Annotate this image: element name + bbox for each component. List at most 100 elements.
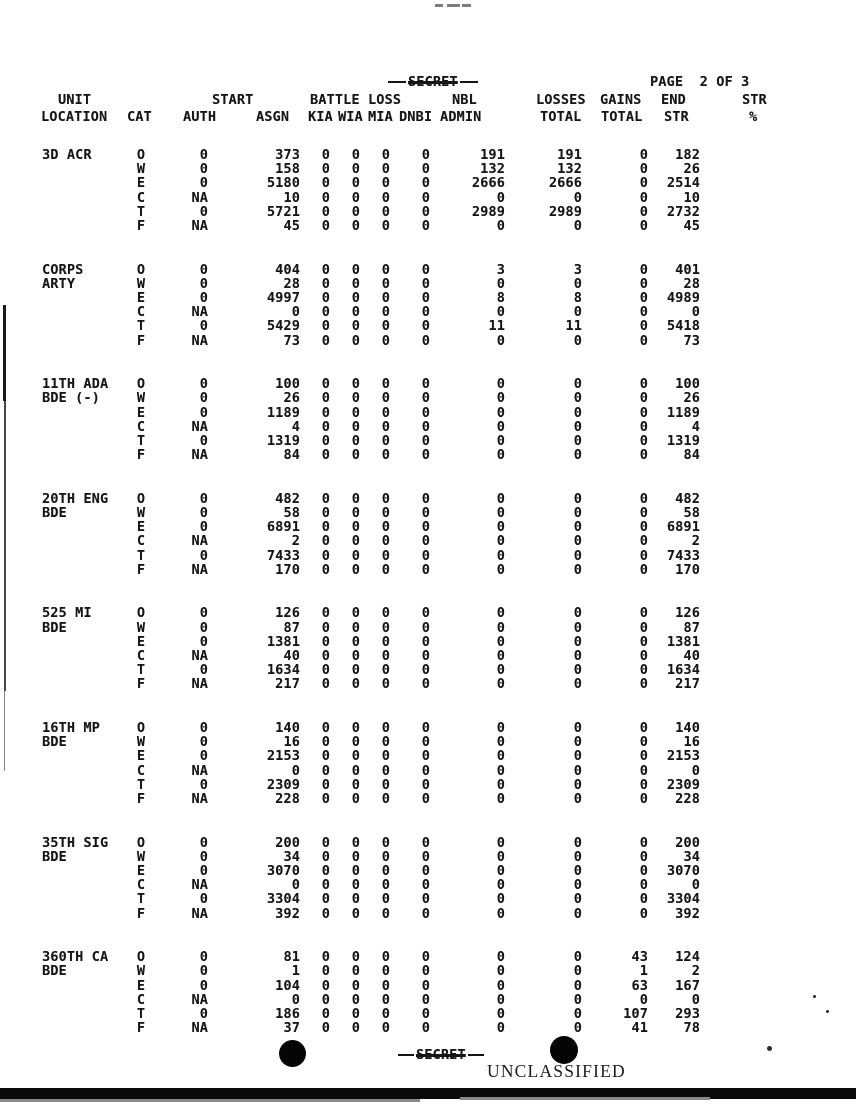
cell-auth: NA <box>191 418 208 435</box>
cell-asgn: 87 <box>283 619 300 636</box>
cell-mia: 0 <box>381 189 390 206</box>
cell-auth: 0 <box>199 776 208 793</box>
col-header-mia: MIA <box>368 109 393 125</box>
cell-gains: 0 <box>639 791 648 807</box>
cell-wia: 0 <box>351 290 360 306</box>
cell-end: 2 <box>691 963 700 980</box>
cell-asgn: 34 <box>283 848 300 865</box>
cell-admin: 0 <box>496 949 505 966</box>
cell-losses: 0 <box>573 490 582 507</box>
cell-losses: 0 <box>573 791 582 807</box>
cell-gains: 0 <box>639 318 648 335</box>
cell-asgn: 81 <box>283 949 300 966</box>
cell-wia: 0 <box>351 418 360 435</box>
cell-mia: 0 <box>381 490 390 507</box>
cell-wia: 0 <box>351 834 360 851</box>
cell-cat: O <box>136 949 146 966</box>
cell-gains: 0 <box>639 877 648 894</box>
cell-gains: 43 <box>631 949 648 966</box>
cell-losses: 0 <box>573 963 582 980</box>
cell-wia: 0 <box>351 863 360 879</box>
cell-auth: 0 <box>199 1006 208 1022</box>
cell-auth: NA <box>191 762 208 779</box>
scan-artifact-line <box>3 305 6 401</box>
cell-admin: 0 <box>496 977 505 994</box>
cell-auth: 0 <box>199 376 208 393</box>
cell-kia: 0 <box>321 261 330 278</box>
cell-end: 3304 <box>666 891 700 908</box>
cell-auth: 0 <box>199 490 208 507</box>
col-header-location: LOCATION <box>41 109 108 125</box>
cell-auth: 0 <box>199 834 208 851</box>
cell-cat: E <box>136 748 146 765</box>
cell-wia: 0 <box>351 762 360 779</box>
cell-admin: 0 <box>496 533 505 550</box>
cell-wia: 0 <box>351 949 360 966</box>
cell-cat: T <box>136 203 146 220</box>
cell-losses: 0 <box>573 848 582 865</box>
cell-end: 78 <box>683 1020 700 1037</box>
cell-asgn: 3070 <box>266 863 300 879</box>
unit-name: 3D ACR <box>42 147 92 163</box>
cell-end: 392 <box>675 905 700 922</box>
col-header-losses: LOSSES <box>536 92 586 108</box>
cell-end: 228 <box>675 791 700 807</box>
cell-admin: 191 <box>480 147 505 163</box>
cell-cat: T <box>136 776 146 793</box>
cell-asgn: 3304 <box>266 891 300 908</box>
cell-kia: 0 <box>321 203 330 220</box>
cell-wia: 0 <box>351 261 360 278</box>
cell-dnbi: 0 <box>421 1020 430 1037</box>
cell-end: 45 <box>683 218 700 234</box>
cell-dnbi: 0 <box>421 863 430 879</box>
cell-auth: 0 <box>199 404 208 421</box>
cell-mia: 0 <box>381 447 390 464</box>
cell-auth: 0 <box>199 161 208 178</box>
cell-auth: 0 <box>199 963 208 980</box>
cell-cat: T <box>136 662 146 679</box>
cell-wia: 0 <box>351 175 360 192</box>
cell-kia: 0 <box>321 662 330 679</box>
cell-kia: 0 <box>321 977 330 994</box>
cell-cat: F <box>136 447 146 464</box>
cell-admin: 0 <box>496 648 505 664</box>
cell-mia: 0 <box>381 1006 390 1022</box>
cell-losses: 0 <box>573 905 582 922</box>
cell-dnbi: 0 <box>421 991 430 1008</box>
cell-cat: T <box>136 547 146 564</box>
cell-dnbi: 0 <box>421 290 430 306</box>
cell-dnbi: 0 <box>421 189 430 206</box>
cell-kia: 0 <box>321 547 330 564</box>
cell-cat: W <box>136 734 146 751</box>
cell-end: 124 <box>675 949 700 966</box>
cell-cat: T <box>136 1006 146 1022</box>
cell-gains: 0 <box>639 404 648 421</box>
cell-kia: 0 <box>321 533 330 550</box>
cell-wia: 0 <box>351 605 360 622</box>
scan-speck <box>813 995 816 998</box>
cell-dnbi: 0 <box>421 905 430 922</box>
unit-name-line2: BDE <box>42 848 67 865</box>
cell-admin: 0 <box>496 433 505 449</box>
cell-gains: 0 <box>639 189 648 206</box>
cell-gains: 0 <box>639 834 648 851</box>
col-header-dnbi: DNBI <box>399 109 433 125</box>
cell-wia: 0 <box>351 376 360 393</box>
cell-end: 182 <box>675 147 700 163</box>
cell-losses: 0 <box>573 676 582 693</box>
cell-admin: 2989 <box>471 203 505 220</box>
cell-mia: 0 <box>381 734 390 751</box>
cell-cat: C <box>136 877 146 894</box>
cell-mia: 0 <box>381 390 390 407</box>
cell-losses: 0 <box>573 991 582 1008</box>
cell-gains: 0 <box>639 332 648 349</box>
cell-gains: 0 <box>639 505 648 521</box>
cell-dnbi: 0 <box>421 1006 430 1022</box>
cell-gains: 0 <box>639 891 648 908</box>
cell-asgn: 228 <box>275 791 300 807</box>
cell-dnbi: 0 <box>421 533 430 550</box>
cell-end: 0 <box>691 877 700 894</box>
cell-dnbi: 0 <box>421 776 430 793</box>
cell-end: 87 <box>683 619 700 636</box>
cell-losses: 0 <box>573 720 582 736</box>
